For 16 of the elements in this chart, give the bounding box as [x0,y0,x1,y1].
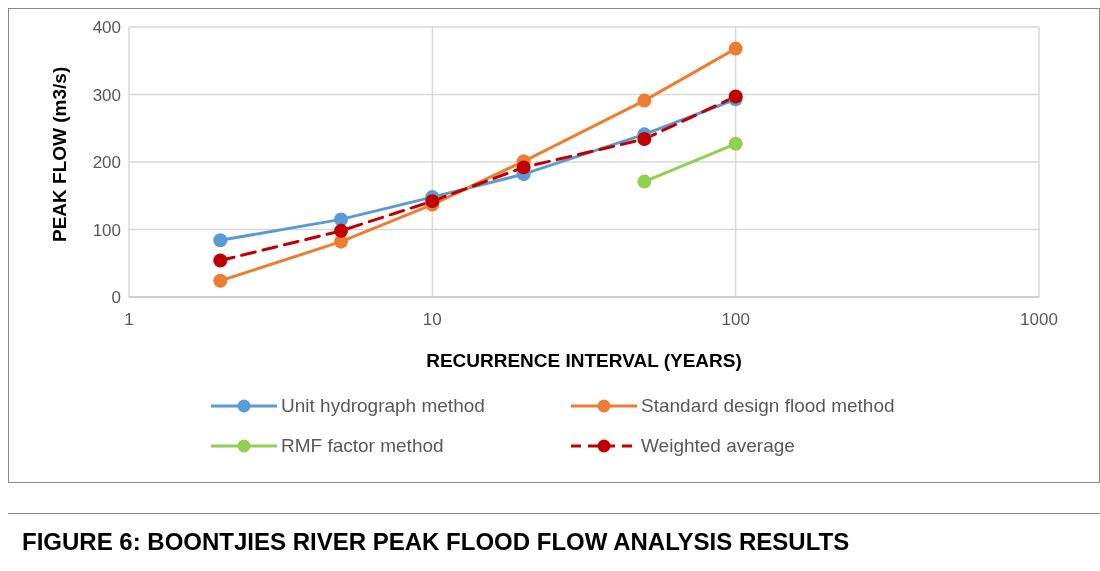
legend-label: Unit hydrograph method [281,395,485,417]
text: FIGURE 6: BOONTJIES RIVER PEAK FLOOD FLOW ANALYSIS RESULTS [8,513,1100,570]
y-tick-label: 0 [111,288,121,308]
x-tick-label: 100 [721,310,750,330]
x-axis-title: RECURRENCE INTERVAL (YEARS) [426,350,742,371]
x-tick-label: 1 [124,310,134,330]
y-tick-label: 200 [92,153,121,173]
x-tick-label: 1000 [1020,310,1058,330]
legend-label: Standard design flood method [641,395,895,417]
legend-label: Weighted average [641,435,795,457]
y-tick-label: 100 [92,220,121,240]
y-tick-label: 400 [92,18,121,38]
y-axis-title: PEAK FLOW (m3/s) [48,66,70,242]
x-tick-label: 10 [422,310,442,330]
legend-label: RMF factor method [281,435,444,457]
y-tick-label: 300 [92,85,121,105]
